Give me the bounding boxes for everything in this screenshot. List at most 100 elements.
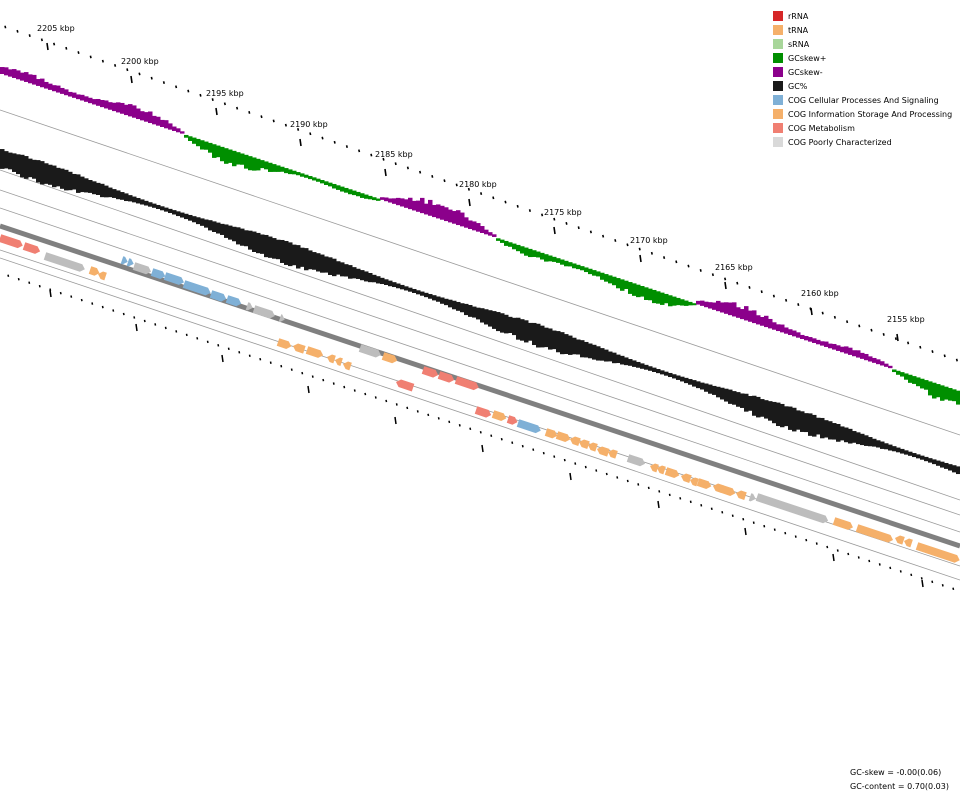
gc-skew-bar: [836, 345, 841, 351]
gc-content-bar: [604, 349, 609, 362]
tick-mark: [952, 587, 955, 591]
gc-skew-bar: [872, 357, 877, 363]
gc-content-bar: [500, 313, 505, 333]
gene-arrow: [855, 524, 894, 543]
gc-skew-bar: [116, 102, 121, 113]
gc-content-bar: [492, 311, 497, 329]
gc-skew-bar: [812, 338, 817, 343]
genome-stats: GC-skew = -0.00(0.06) GC-content = 0.70(…: [850, 766, 949, 794]
tick-mark: [272, 119, 275, 123]
gc-content-bar: [852, 431, 857, 443]
gc-skew-bar: [424, 203, 429, 215]
tick-mark: [868, 559, 871, 563]
gc-content-bar: [512, 317, 517, 336]
gc-skew-bar: [700, 300, 705, 306]
gene-arrow: [335, 357, 343, 367]
gc-content-bar: [372, 274, 377, 283]
gc-skew-bar: [784, 327, 789, 334]
gc-skew-bar: [736, 307, 741, 318]
gc-skew-bar: [768, 318, 773, 329]
gc-content-bar: [952, 465, 957, 473]
gc-skew-bar: [644, 287, 649, 300]
gc-skew-bar: [828, 343, 833, 349]
gene-arrow: [690, 477, 699, 487]
tick-mark: [528, 209, 531, 213]
gc-skew-bar: [704, 301, 709, 308]
gc-content-bar: [528, 322, 533, 341]
tick-mark: [553, 455, 556, 458]
gc-content-bar: [320, 254, 325, 273]
gc-skew-bar: [508, 242, 513, 247]
gc-skew-bar: [232, 150, 237, 167]
gc-skew-bar: [672, 296, 677, 306]
gc-skew-bar: [368, 195, 373, 200]
gc-skew-bar: [92, 99, 97, 105]
gc-skew-bar: [920, 378, 925, 389]
tick-mark: [675, 260, 678, 264]
tick-mark: [784, 531, 787, 535]
gene-arrow: [608, 449, 618, 459]
gc-content-bar: [724, 388, 729, 402]
gc-skew-bar: [60, 87, 65, 94]
gc-skew-bar: [296, 172, 301, 176]
gc-content-bar: [88, 180, 93, 193]
tick-mark: [211, 98, 214, 102]
gc-skew-bar: [332, 183, 337, 189]
gc-skew-bar: [136, 108, 141, 120]
gc-content-bar: [248, 230, 253, 250]
gc-content-bar: [444, 298, 449, 306]
tick-mark: [333, 140, 336, 144]
gc-skew-bar: [52, 85, 57, 92]
gc-skew-bar: [356, 191, 361, 197]
gc-content-bar: [548, 328, 553, 350]
gc-skew-bar: [940, 385, 945, 401]
gc-content-bar: [560, 332, 565, 355]
tick-mark: [616, 476, 619, 479]
gc-skew-bar: [560, 259, 565, 265]
gc-content-bar: [420, 291, 425, 296]
tick-mark: [284, 123, 287, 127]
gc-skew-bar: [952, 389, 957, 402]
gc-skew-bar: [224, 148, 229, 164]
tick-mark: [721, 510, 724, 514]
gc-content-bar: [72, 173, 77, 190]
tick-mark: [614, 239, 617, 242]
gc-content-bar: [612, 352, 617, 364]
tick-mark: [941, 584, 944, 587]
major-tick-mark: [724, 281, 727, 290]
gc-skew-bar: [708, 302, 713, 309]
gc-skew-bar: [44, 81, 49, 89]
major-tick-mark: [384, 168, 387, 177]
gc-content-bar: [556, 331, 561, 353]
gc-skew-bar: [256, 158, 261, 171]
tick-mark: [541, 213, 544, 217]
gc-content-bar: [892, 446, 897, 452]
gc-content-bar: [140, 199, 145, 205]
tick-mark: [815, 542, 818, 545]
gc-content-bar: [324, 256, 329, 273]
gc-content-bar: [0, 149, 5, 169]
major-tick-mark: [468, 198, 471, 207]
tick-mark: [259, 357, 262, 361]
gc-skew-bar: [548, 255, 553, 262]
kbp-label: 2155 kbp: [887, 315, 925, 324]
tick-mark: [760, 290, 763, 294]
gc-content-bar: [768, 401, 773, 421]
gc-content-bar: [60, 168, 65, 189]
tick-mark: [385, 399, 388, 403]
tick-mark: [345, 145, 348, 148]
gc-content-bar: [376, 276, 381, 284]
gene-arrow: [22, 242, 41, 254]
gene-arrow: [278, 314, 285, 323]
gc-skew-bar: [924, 380, 929, 390]
gc-content-bar: [704, 383, 709, 392]
tick-mark: [882, 333, 885, 336]
gc-content-bar: [144, 200, 149, 206]
gc-content-bar: [304, 248, 309, 271]
tick-mark: [894, 337, 897, 341]
gc-skew-bar: [688, 301, 693, 306]
gene-arrow: [755, 493, 829, 524]
gc-content-bar: [108, 187, 113, 198]
gc-skew-bar: [648, 288, 653, 301]
